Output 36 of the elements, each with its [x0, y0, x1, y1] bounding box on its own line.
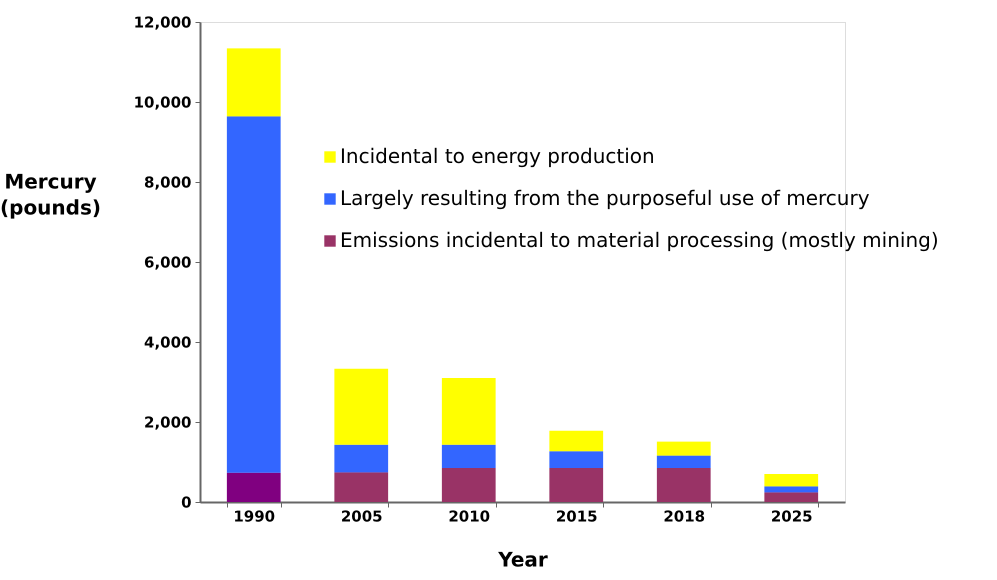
x-axis-title: Year: [497, 548, 548, 572]
bar: [656, 442, 711, 456]
y-tick-label: 4,000: [144, 334, 192, 352]
x-tick-label: 1990: [233, 508, 276, 526]
bar: [334, 368, 388, 445]
y-tick-label: 12,000: [134, 14, 192, 32]
x-tick-label: 2025: [770, 508, 813, 526]
bar: [764, 474, 818, 486]
y-axis-title: Mercury (pounds): [0, 170, 102, 220]
bar: [334, 472, 388, 502]
y-tick-label: 6,000: [144, 254, 192, 272]
y-tick-label: 10,000: [134, 94, 192, 112]
bar: [226, 472, 281, 502]
x-tick-label: 2010: [448, 508, 490, 526]
bar: [764, 492, 818, 502]
legend-label: Incidental to energy production: [340, 144, 655, 168]
bar: [226, 116, 281, 473]
bar: [549, 451, 604, 468]
legend-label: Largely resulting from the purposeful use of mercury: [340, 186, 870, 210]
x-tick-label: 2018: [663, 508, 706, 526]
bar: [442, 378, 496, 445]
bar: [334, 444, 388, 472]
x-tick-label: 2005: [340, 508, 383, 526]
x-tick-label: 2015: [556, 508, 598, 526]
y-tick-label: 2,000: [144, 414, 192, 432]
bar: [442, 444, 496, 468]
bar: [549, 468, 604, 502]
y-tick-label: 0: [181, 494, 192, 512]
legend-label: Emissions incidental to material processing (mostly mining): [340, 228, 939, 252]
bar: [656, 468, 711, 502]
bar: [656, 456, 711, 468]
bar: [442, 468, 496, 502]
bar: [226, 48, 281, 116]
y-tick-label: 8,000: [144, 174, 192, 192]
bar: [549, 430, 604, 452]
bar: [764, 486, 818, 492]
